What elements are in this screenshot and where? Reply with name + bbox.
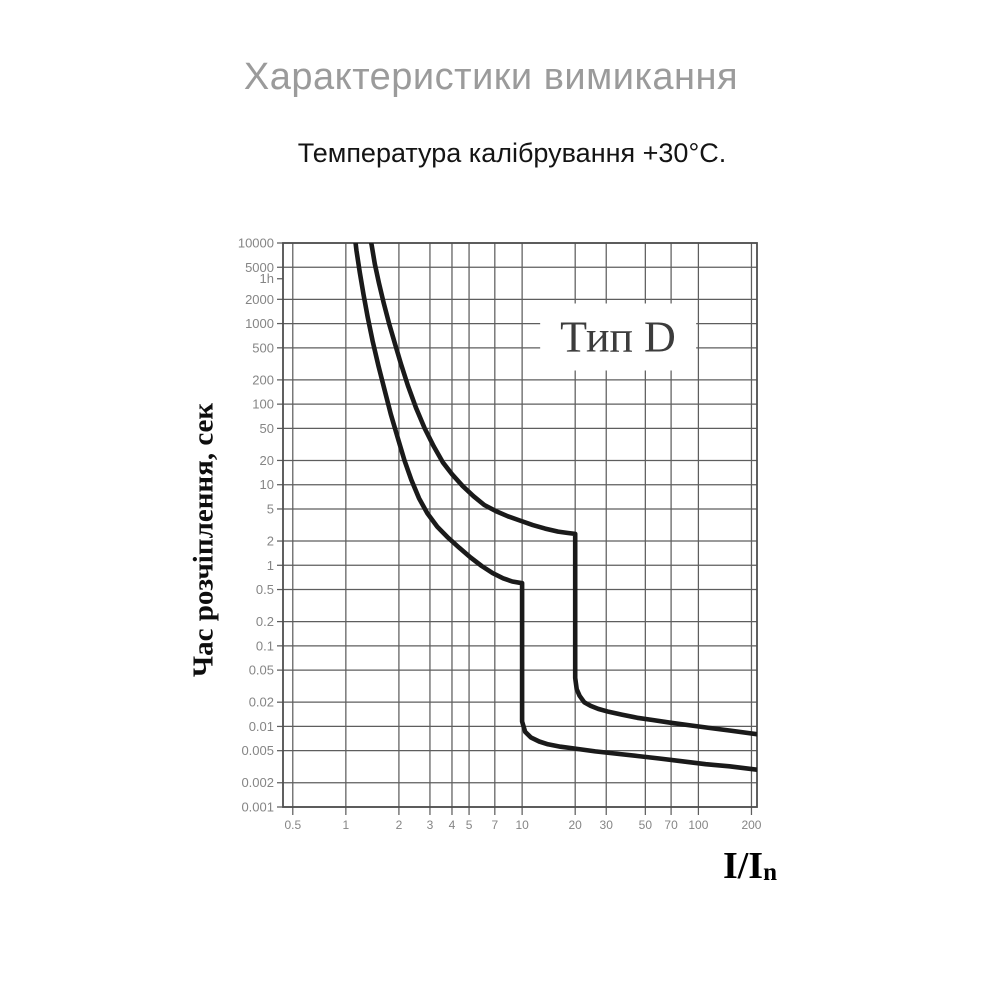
x-axis-label-subscript: n <box>763 859 778 886</box>
x-tick-label: 0.5 <box>284 818 301 832</box>
y-tick-label: 50 <box>260 421 274 436</box>
x-tick-label: 7 <box>491 818 498 832</box>
y-tick-label: 10 <box>260 477 274 492</box>
y-tick-label: 0.1 <box>256 638 274 653</box>
plot-border <box>282 242 758 808</box>
x-tick-label: 1 <box>343 818 350 832</box>
x-tick-label: 5 <box>466 818 473 832</box>
y-tick-label: 0.05 <box>249 663 274 678</box>
page-title: Характеристики вимикання <box>243 56 739 98</box>
y-tick-label: 1 <box>267 558 274 573</box>
y-tick-label: 5 <box>267 501 274 516</box>
calibration-subtitle: Температура калібрування +30°C. <box>297 138 727 168</box>
y-tick-label: 1h <box>260 271 274 286</box>
y-tick-label: 0.2 <box>256 614 274 629</box>
x-tick-label: 30 <box>600 818 614 832</box>
y-tick-label: 0.005 <box>241 743 274 758</box>
y-tick-label: 0.01 <box>249 719 274 734</box>
y-tick-label: 200 <box>252 372 274 387</box>
y-tick-label: 0.02 <box>249 695 274 710</box>
x-tick-label: 3 <box>427 818 434 832</box>
y-tick-label: 2000 <box>245 292 274 307</box>
x-tick-label: 50 <box>639 818 653 832</box>
x-axis-label-main: I/I <box>722 845 764 887</box>
x-tick-label: 200 <box>741 818 761 832</box>
x-tick-label: 10 <box>515 818 529 832</box>
y-tick-label: 1000 <box>245 316 274 331</box>
y-tick-label: 20 <box>260 453 274 468</box>
y-tick-label: 500 <box>252 340 274 355</box>
y-tick-label: 2 <box>267 534 274 549</box>
curve-type-label: Тип D <box>540 303 696 371</box>
x-tick-label: 100 <box>688 818 708 832</box>
y-tick-label: 0.5 <box>256 582 274 597</box>
x-tick-label: 20 <box>569 818 583 832</box>
x-tick-label: 4 <box>449 818 456 832</box>
trip-curve-lower-trip-limit <box>353 243 757 772</box>
y-tick-label: 10000 <box>238 236 274 251</box>
y-tick-label: 100 <box>252 397 274 412</box>
y-tick-label: 5000 <box>245 260 274 275</box>
y-tick-label: 0.002 <box>241 775 274 790</box>
x-tick-label: 70 <box>664 818 678 832</box>
trip-curve-upper-trip-limit <box>368 243 757 737</box>
y-tick-label: 0.001 <box>241 800 274 815</box>
x-axis-label: I/In <box>723 844 777 888</box>
y-axis-label: Час розчіплення, сек <box>187 402 220 678</box>
x-tick-label: 2 <box>396 818 403 832</box>
